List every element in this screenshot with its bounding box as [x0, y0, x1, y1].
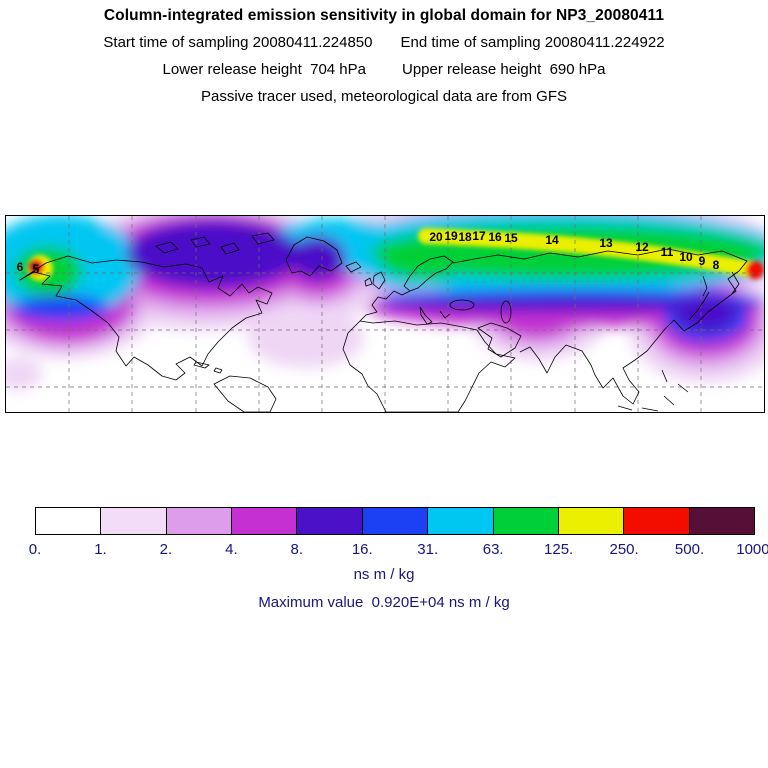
colorbar-tick-label: 2. — [159, 541, 173, 558]
trajectory-day-label: 19 — [444, 229, 458, 243]
colorbar-segment — [557, 508, 624, 534]
colorbar-tick-label: 500. — [674, 541, 705, 558]
colorbar-segment — [688, 508, 754, 534]
trajectory-day-label: 10 — [679, 250, 693, 264]
colorbar-tick-label: 16. — [351, 541, 373, 558]
colorbar-segment — [492, 508, 558, 534]
graticule — [6, 216, 764, 412]
end-time-text: End time of sampling 20080411.224922 — [400, 34, 665, 51]
trajectory-day-label: 11 — [660, 245, 674, 259]
colorbar-segment — [623, 508, 689, 534]
tracer-info-line: Passive tracer used, meteorological data… — [201, 88, 567, 105]
colorbar-ticks: 0. 1. 2. 4. 8. 16. 31. 63. 125. 250. 500. 1000. — [29, 541, 768, 561]
sampling-times-line: Start time of sampling 20080411.224850 En… — [0, 34, 768, 51]
colorbar — [35, 507, 755, 535]
colorbar-segment — [296, 508, 362, 534]
upper-release-text: Upper release height 690 hPa — [402, 61, 606, 78]
colorbar-segment — [36, 508, 101, 534]
trajectory-day-label: 13 — [599, 236, 613, 250]
trajectory-day-label: 20 — [429, 230, 443, 244]
trajectory-day-label: 14 — [545, 233, 559, 247]
max-value-label: Maximum value 0.920E+04 ns m / kg — [258, 594, 510, 611]
colorbar-tick-label: 1000. — [736, 541, 768, 558]
trajectory-day-label: 18 — [458, 230, 472, 244]
map-canvas — [6, 216, 764, 412]
trajectory-day-label: 5 — [32, 262, 40, 276]
world-map: 20 19 18 17 16 15 14 13 12 11 10 9 8 6 5 — [5, 215, 765, 413]
release-heights-line: Lower release height 704 hPa Upper releas… — [0, 61, 768, 78]
colorbar-block: 0. 1. 2. 4. 8. 16. 31. 63. 125. 250. 500. 1000. — [29, 507, 768, 561]
colorbar-tick-label: 31. — [417, 541, 439, 558]
colorbar-tick-label: 250. — [609, 541, 639, 558]
trajectory-day-label: 17 — [472, 229, 486, 243]
units-label: ns m / kg — [353, 566, 415, 583]
colorbar-tick-label: 1. — [94, 541, 107, 558]
colorbar-segment — [100, 508, 166, 534]
colorbar-segment — [361, 508, 428, 534]
trajectory-day-label: 8 — [712, 258, 720, 272]
trajectory-labels-layer: 20 19 18 17 16 15 14 13 12 11 10 9 8 6 5 — [6, 216, 764, 412]
colorbar-segment — [231, 508, 297, 534]
trajectory-day-label: 12 — [635, 240, 649, 254]
trajectory-day-label: 9 — [698, 254, 706, 268]
colorbar-tick-label: 0. — [28, 541, 42, 558]
coastlines — [19, 232, 748, 412]
lower-release-text: Lower release height 704 hPa — [162, 61, 366, 78]
colorbar-segment — [427, 508, 493, 534]
colorbar-tick-label: 8. — [290, 541, 304, 558]
colorbar-tick-label: 125. — [544, 541, 574, 558]
colorbar-tick-label: 63. — [482, 541, 504, 558]
colorbar-tick-label: 4. — [225, 541, 238, 558]
plot-title: Column-integrated emission sensitivity i… — [103, 7, 665, 24]
colorbar-segment — [165, 508, 232, 534]
start-time-text: Start time of sampling 20080411.224850 — [103, 34, 373, 51]
trajectory-day-label: 16 — [488, 230, 502, 244]
trajectory-day-label: 6 — [16, 260, 24, 274]
trajectory-day-label: 15 — [504, 231, 518, 245]
